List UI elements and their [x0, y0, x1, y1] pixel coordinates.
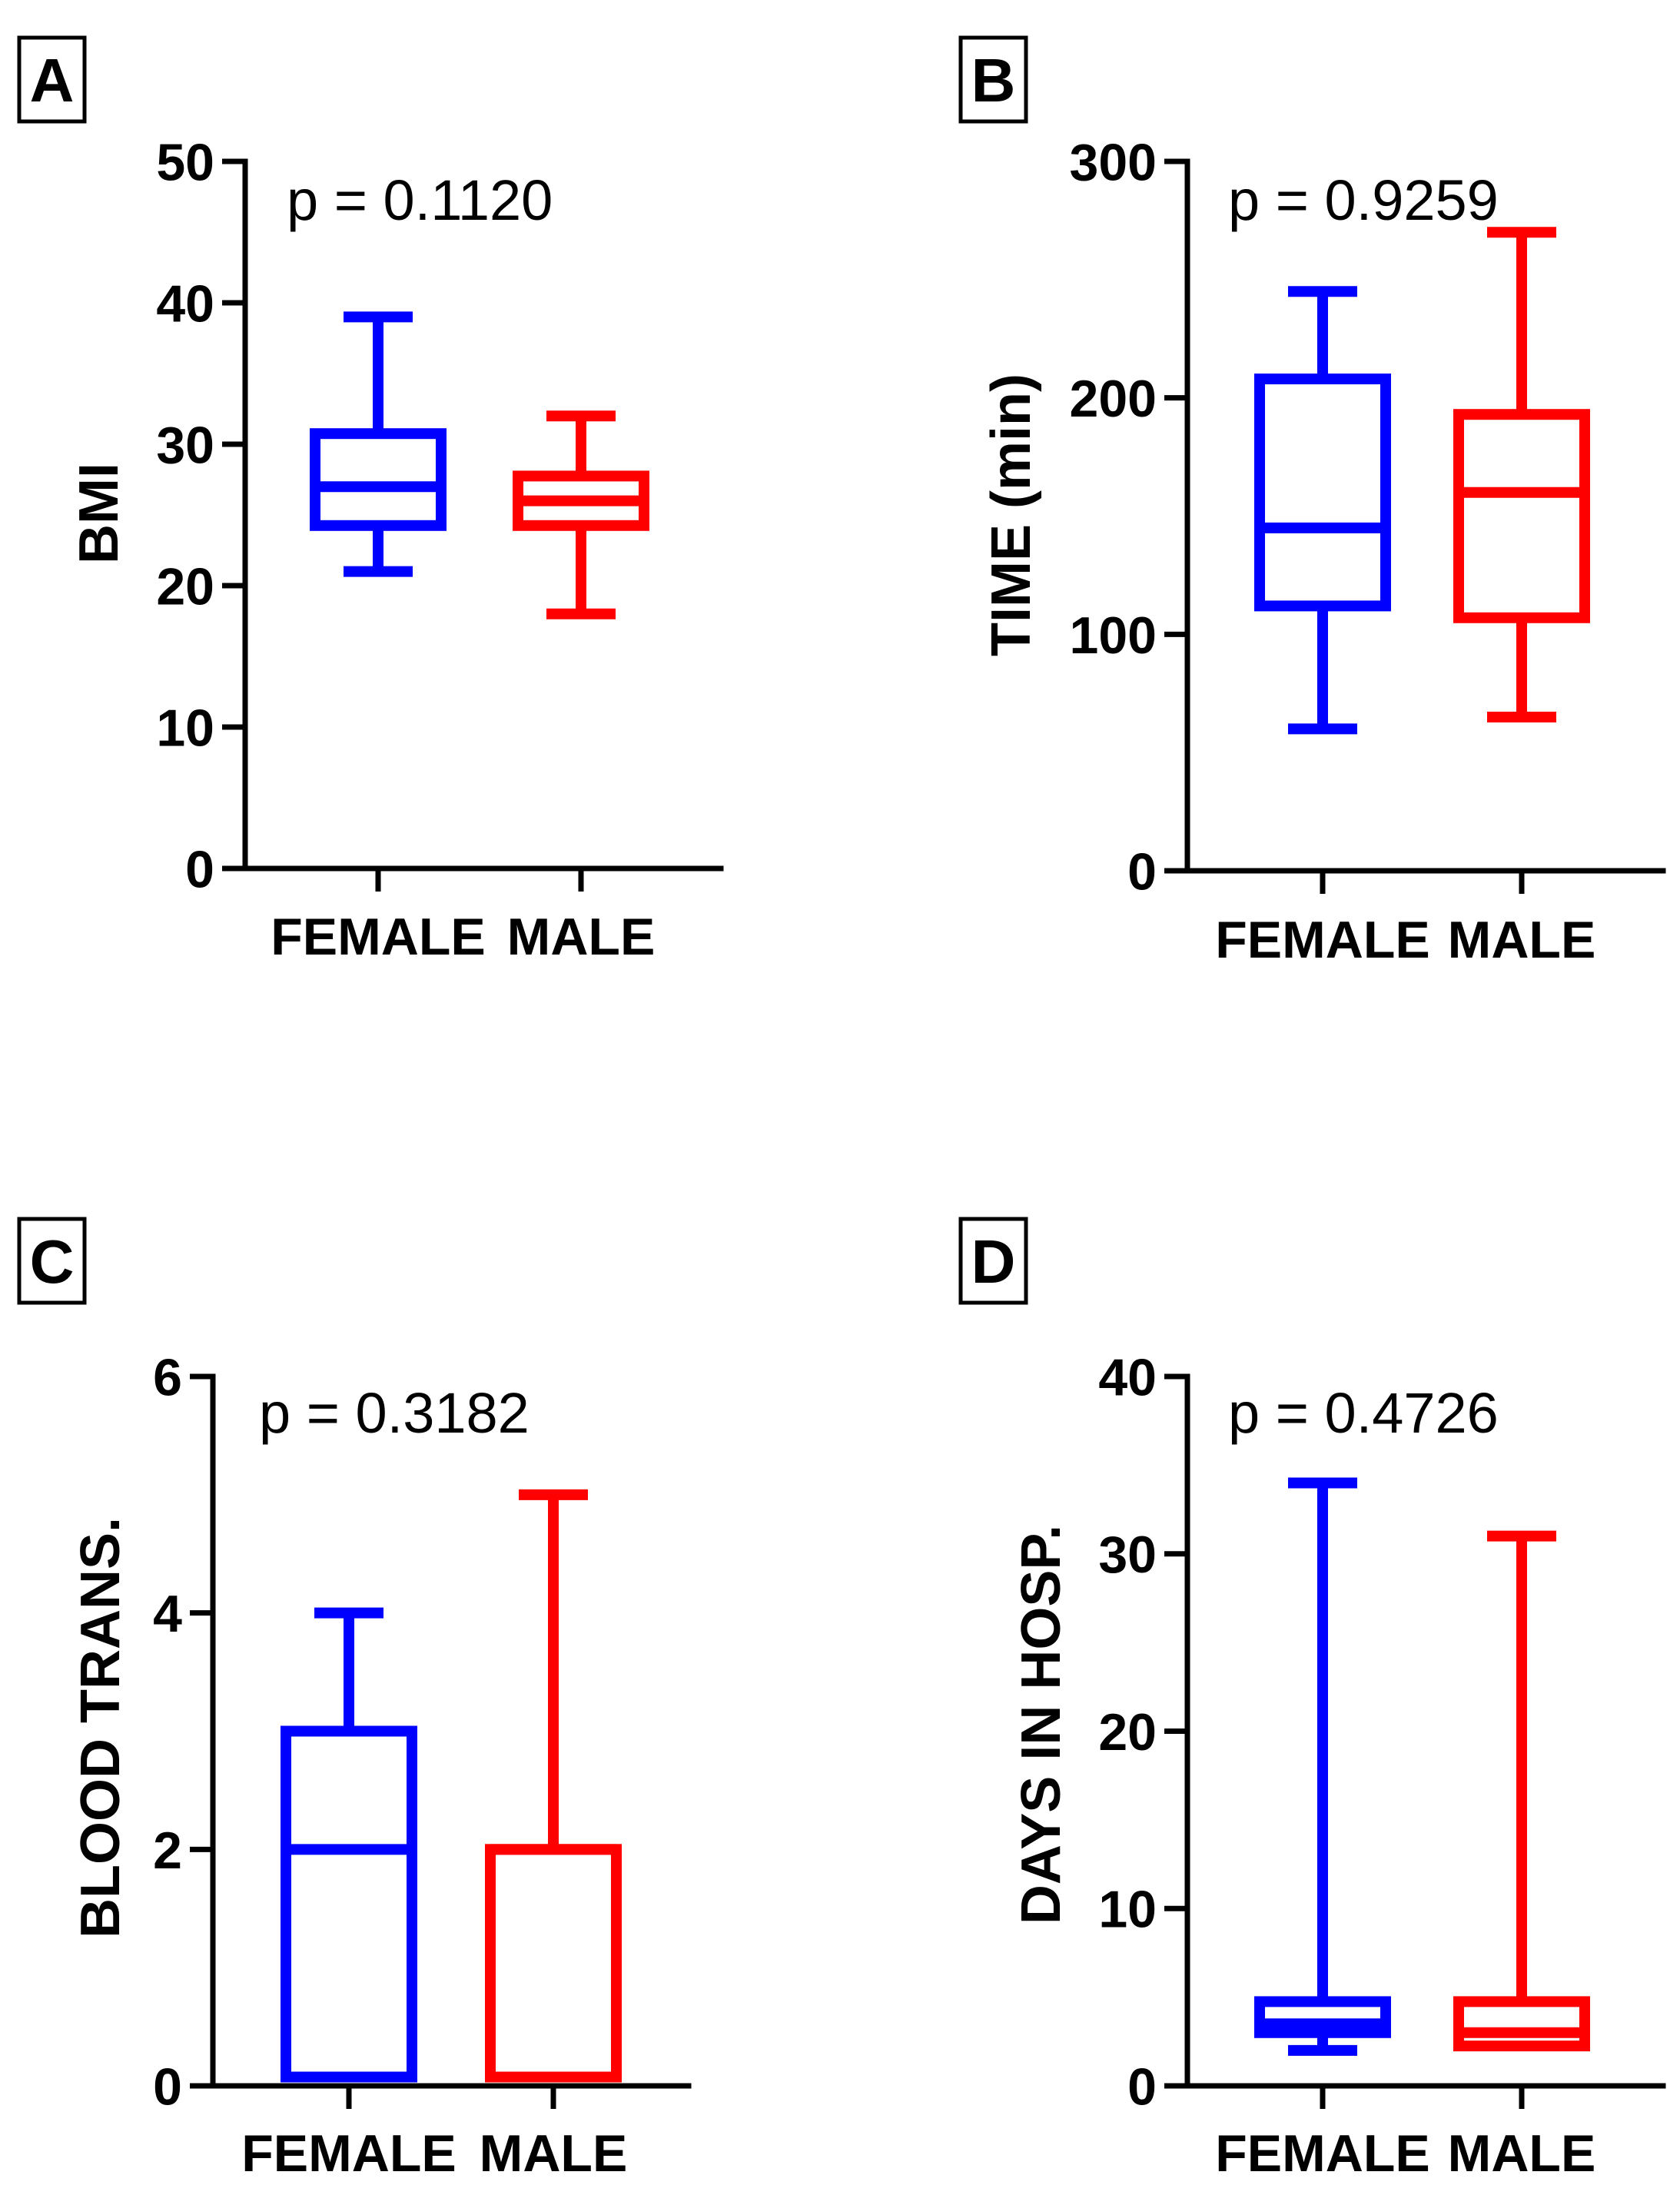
category-label: MALE	[480, 2124, 628, 2183]
y-tick-label: 100	[1070, 606, 1157, 665]
panel-letter-box	[17, 35, 87, 124]
panel-letter: C	[30, 1227, 75, 1296]
category-label: MALE	[1448, 2124, 1596, 2183]
y-tick-label: 40	[156, 274, 214, 333]
panel-letter: A	[30, 46, 75, 115]
y-tick-label: 30	[1098, 1526, 1157, 1584]
y-tick-label: 200	[1070, 370, 1157, 428]
y-tick-label: 30	[156, 416, 214, 474]
y-tick-label: 300	[1070, 133, 1157, 191]
y-tick-label: 40	[1098, 1348, 1157, 1406]
y-tick-label: 0	[1127, 2057, 1157, 2116]
category-label: FEMALE	[241, 2124, 457, 2183]
category-label: FEMALE	[1215, 2124, 1430, 2183]
panel-letter-box	[958, 35, 1028, 124]
box	[1453, 1996, 1590, 2052]
y-tick-label: 2	[153, 1821, 182, 1880]
plot-area: 0 10 20 30 40 FEMALE MALE	[1098, 1348, 1666, 2183]
box	[1254, 374, 1391, 612]
panel-b: B p = 0.9259 TIME (min) 0 100 200 300 FEMALE…	[958, 35, 1666, 969]
plot-area: 0 100 200 300 FEMALE MALE	[1070, 133, 1666, 969]
y-tick-label: 20	[1098, 1703, 1157, 1762]
panel-c: C p = 0.3182 BLOOD TRANS. 0 2 4 6 FEMALE MALE	[17, 1217, 692, 2183]
panel-a: A p = 0.1120 BMI 0 10 20 30 40 50 FEMALE MALE	[17, 35, 724, 966]
panel-letter-box	[958, 1217, 1028, 1305]
y-axis-title: TIME (min)	[981, 374, 1042, 656]
panel-letter-box	[17, 1217, 87, 1305]
p-value-annotation: p = 0.4726	[1228, 1381, 1499, 1445]
y-tick-label: 0	[185, 840, 214, 898]
box	[310, 428, 447, 531]
category-label: FEMALE	[271, 908, 486, 966]
y-tick-label: 0	[153, 2057, 182, 2116]
y-axis-title: BMI	[68, 463, 130, 564]
panel-letter: B	[971, 46, 1016, 115]
category-label: FEMALE	[1215, 911, 1430, 969]
panel-letter: D	[971, 1227, 1016, 1296]
y-tick-label: 6	[153, 1348, 182, 1406]
plot-area: 0 2 4 6 FEMALE MALE	[153, 1348, 692, 2183]
y-tick-label: 50	[156, 133, 214, 191]
y-tick-label: 4	[153, 1585, 182, 1643]
y-tick-label: 10	[156, 699, 214, 757]
y-axis-title: BLOOD TRANS.	[70, 1517, 131, 1938]
box	[281, 1725, 417, 2083]
y-tick-label: 20	[156, 557, 214, 616]
category-label: MALE	[1448, 911, 1596, 969]
p-value-annotation: p = 0.3182	[259, 1381, 530, 1445]
p-value-annotation: p = 0.9259	[1228, 168, 1499, 232]
panel-d: D p = 0.4726 DAYS IN HOSP. 0 10 20 30 40 FEMA…	[958, 1217, 1666, 2183]
y-tick-label: 10	[1098, 1881, 1157, 1939]
plot-area: 0 10 20 30 40 50 FEMALE MALE	[156, 133, 724, 966]
box	[1453, 409, 1590, 623]
y-tick-label: 0	[1127, 842, 1157, 901]
box	[1254, 1996, 1391, 2038]
category-label: MALE	[507, 908, 656, 966]
y-axis-title: DAYS IN HOSP.	[1011, 1525, 1072, 1924]
p-value-annotation: p = 0.1120	[287, 168, 553, 232]
